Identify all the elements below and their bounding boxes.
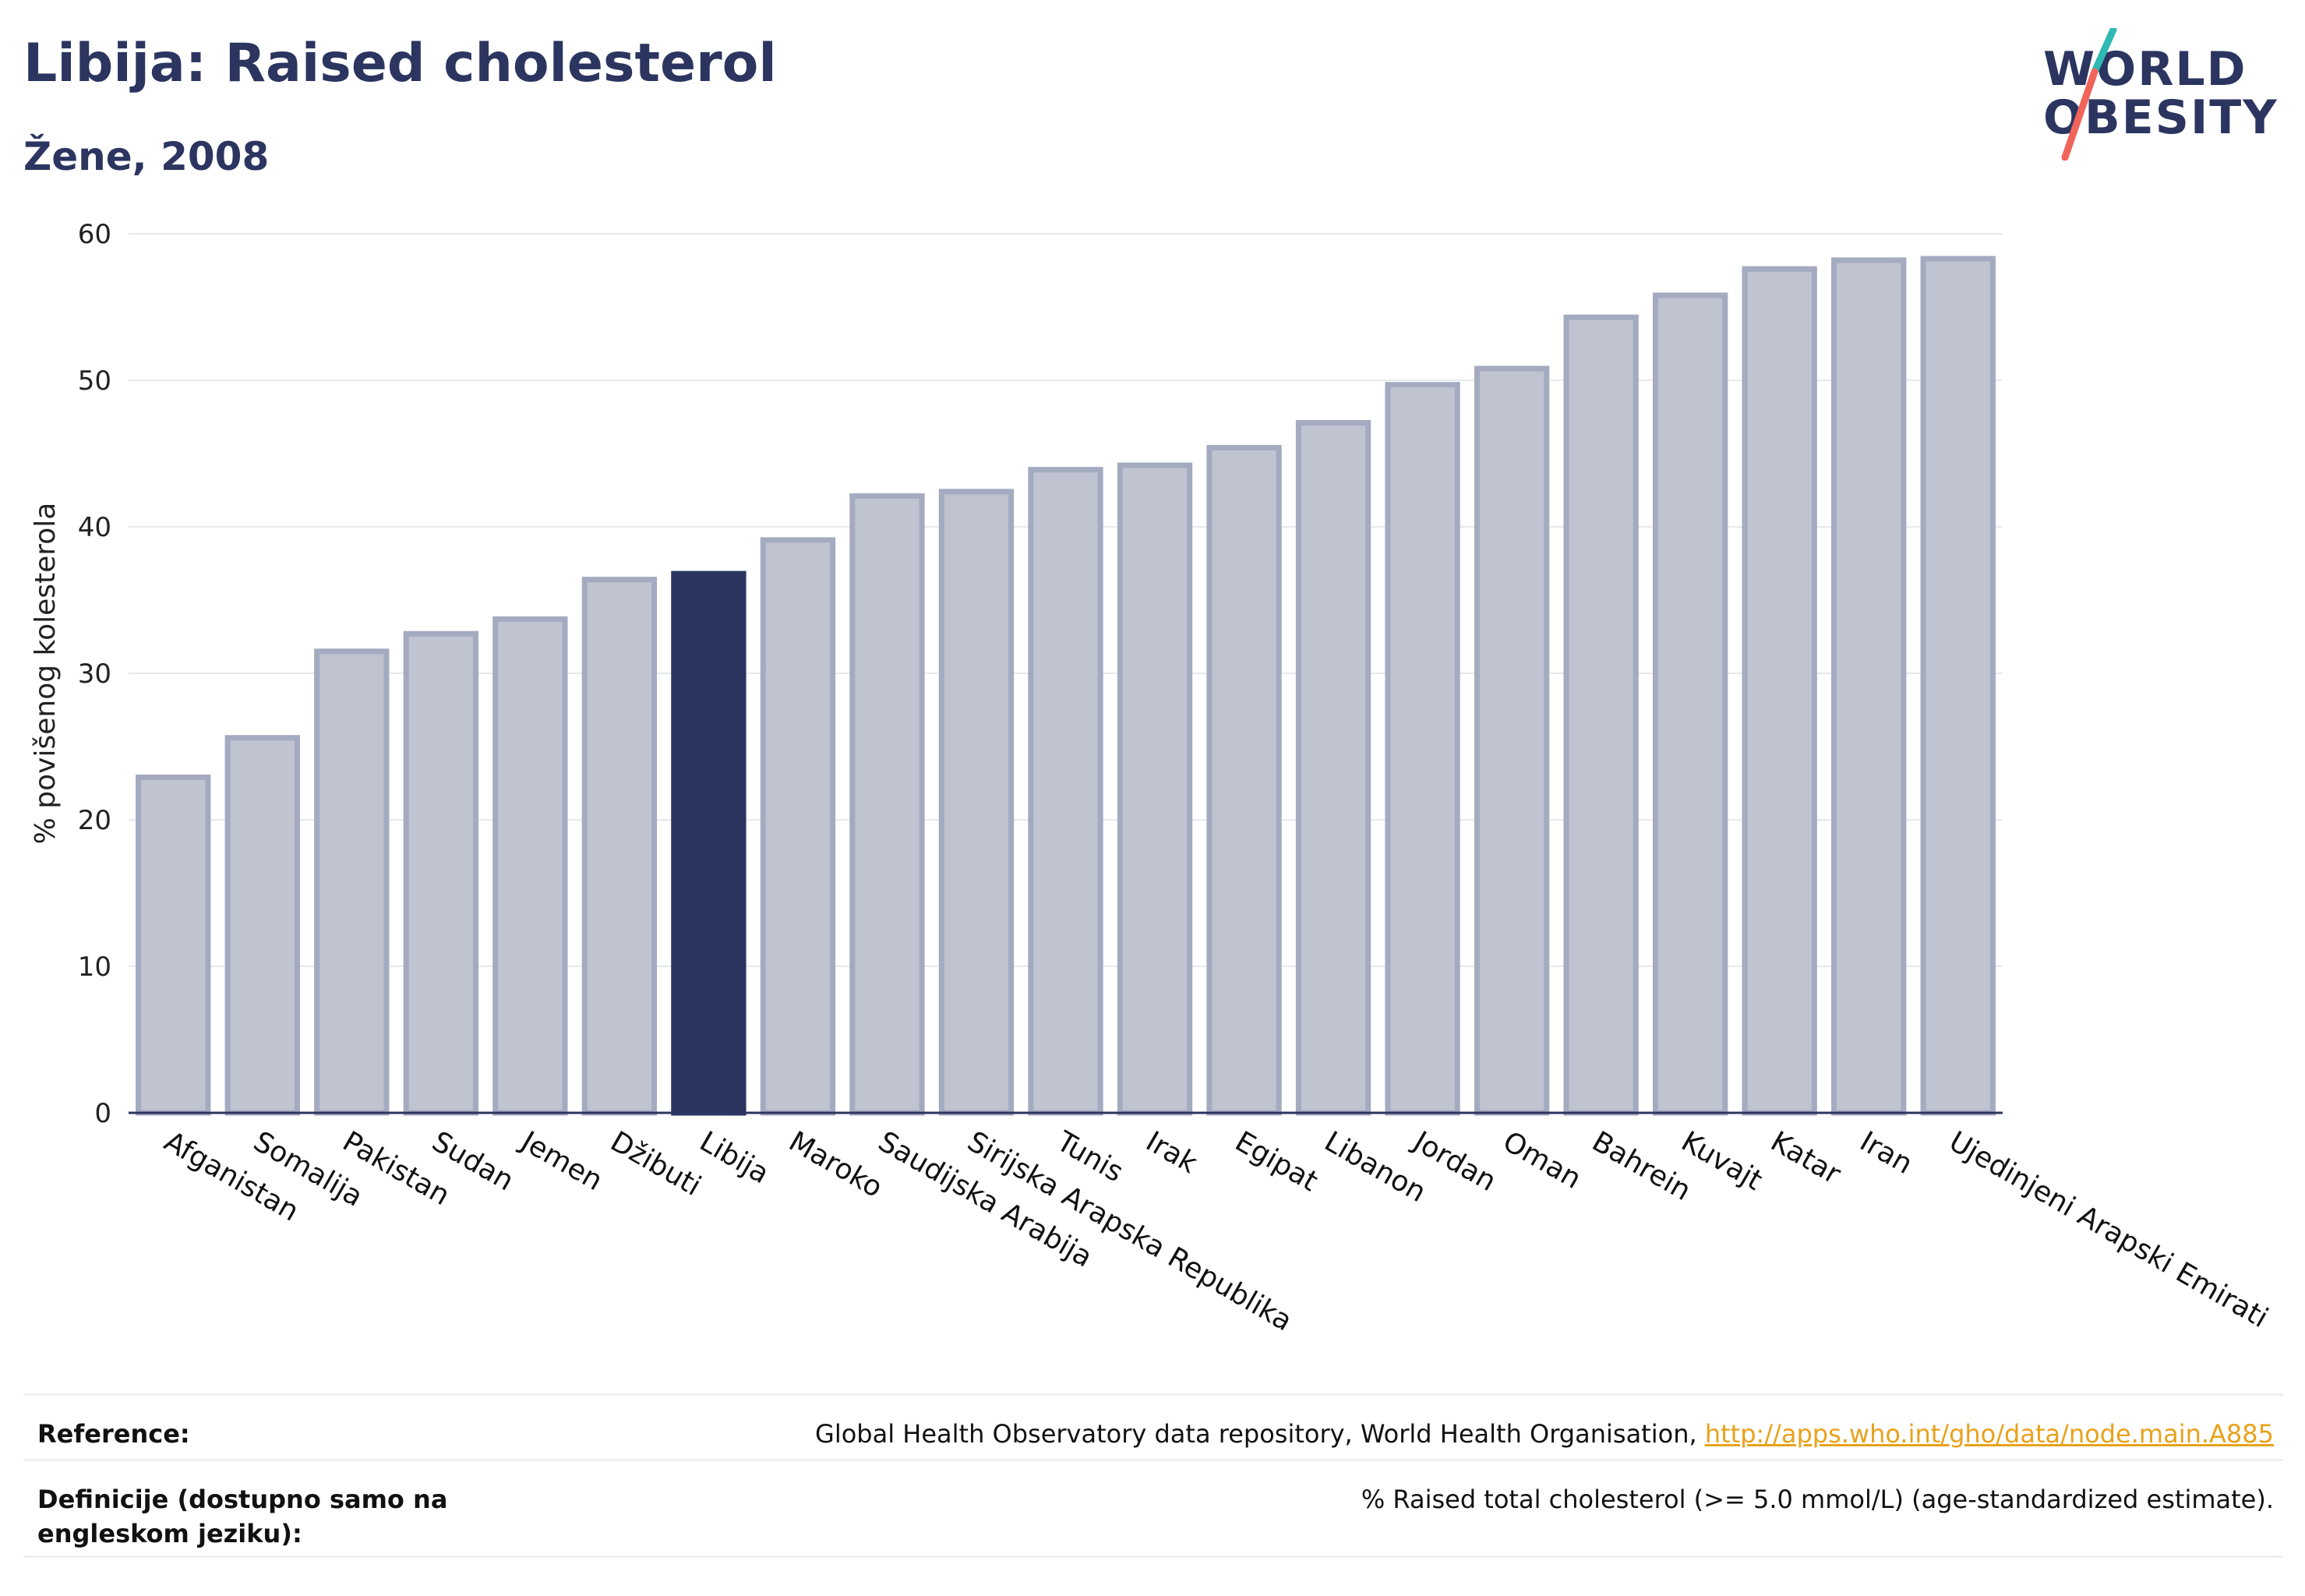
definition-label: Definicije (dostupno samo na engleskom j… bbox=[37, 1485, 448, 1548]
y-tick-label: 0 bbox=[94, 1098, 111, 1129]
bar bbox=[403, 630, 478, 1116]
bar bbox=[314, 648, 390, 1116]
bar bbox=[581, 577, 658, 1116]
x-tick-label: Libija bbox=[694, 1125, 775, 1190]
x-tick-label: Libanon bbox=[1319, 1125, 1431, 1209]
logo-line-world: WORLD bbox=[2043, 42, 2247, 97]
y-tick-label: 20 bbox=[78, 805, 111, 836]
y-tick-label: 60 bbox=[78, 219, 111, 250]
bar bbox=[760, 537, 836, 1116]
x-tick-label: Džibuti bbox=[605, 1125, 706, 1202]
bar bbox=[1295, 420, 1371, 1116]
reference-text: Global Health Observatory data repositor… bbox=[815, 1419, 1697, 1449]
bar bbox=[1474, 365, 1550, 1116]
x-tick-label: Ujedinjeni Arapski Emirati bbox=[1943, 1125, 2273, 1334]
bar bbox=[1742, 266, 1817, 1116]
bar bbox=[1117, 462, 1193, 1116]
reference-link[interactable]: http://apps.who.int/gho/data/node.main.A… bbox=[1704, 1419, 2274, 1449]
bar bbox=[849, 493, 925, 1116]
bar bbox=[1385, 382, 1460, 1116]
bar bbox=[1206, 444, 1282, 1116]
y-axis-label: % povišenog kolesterola bbox=[30, 503, 62, 845]
bar bbox=[671, 570, 747, 1116]
footer-divider bbox=[23, 1555, 2283, 1558]
bar bbox=[1028, 467, 1103, 1116]
y-tick-label: 30 bbox=[78, 659, 111, 690]
logo-slash-icon bbox=[2061, 28, 2117, 161]
bar bbox=[492, 616, 568, 1116]
bar bbox=[1920, 256, 1996, 1116]
x-tick-label: Egipat bbox=[1230, 1125, 1323, 1198]
reference-value: Global Health Observatory data repositor… bbox=[815, 1417, 2274, 1451]
y-tick-label: 40 bbox=[78, 512, 111, 543]
x-tick-label: Oman bbox=[1498, 1125, 1587, 1195]
bar bbox=[1563, 314, 1639, 1116]
page-subtitle: Žene, 2008 bbox=[23, 134, 270, 179]
y-tick-label: 10 bbox=[78, 952, 111, 983]
page-title: Libija: Raised cholesterol bbox=[23, 33, 777, 94]
y-tick-label: 50 bbox=[78, 365, 111, 397]
x-tick-label: Bahrein bbox=[1587, 1125, 1696, 1207]
bar bbox=[1831, 257, 1907, 1116]
definition-value: % Raised total cholesterol (>= 5.0 mmol/… bbox=[1361, 1485, 2274, 1514]
x-tick-label: Iran bbox=[1855, 1125, 1918, 1181]
x-tick-label: Irak bbox=[1141, 1125, 1203, 1180]
x-tick-label: Maroko bbox=[783, 1125, 888, 1204]
world-obesity-logo: WORLD OBESITY bbox=[2026, 28, 2291, 161]
bar bbox=[224, 735, 300, 1116]
bar bbox=[938, 489, 1015, 1116]
bar bbox=[136, 774, 211, 1116]
bar bbox=[1653, 292, 1728, 1116]
x-tick-label: Katar bbox=[1765, 1125, 1846, 1191]
x-tick-label: Jemen bbox=[514, 1125, 608, 1197]
reference-label: Reference: bbox=[37, 1419, 190, 1449]
footer-divider bbox=[23, 1393, 2283, 1396]
footer-divider bbox=[23, 1459, 2283, 1461]
